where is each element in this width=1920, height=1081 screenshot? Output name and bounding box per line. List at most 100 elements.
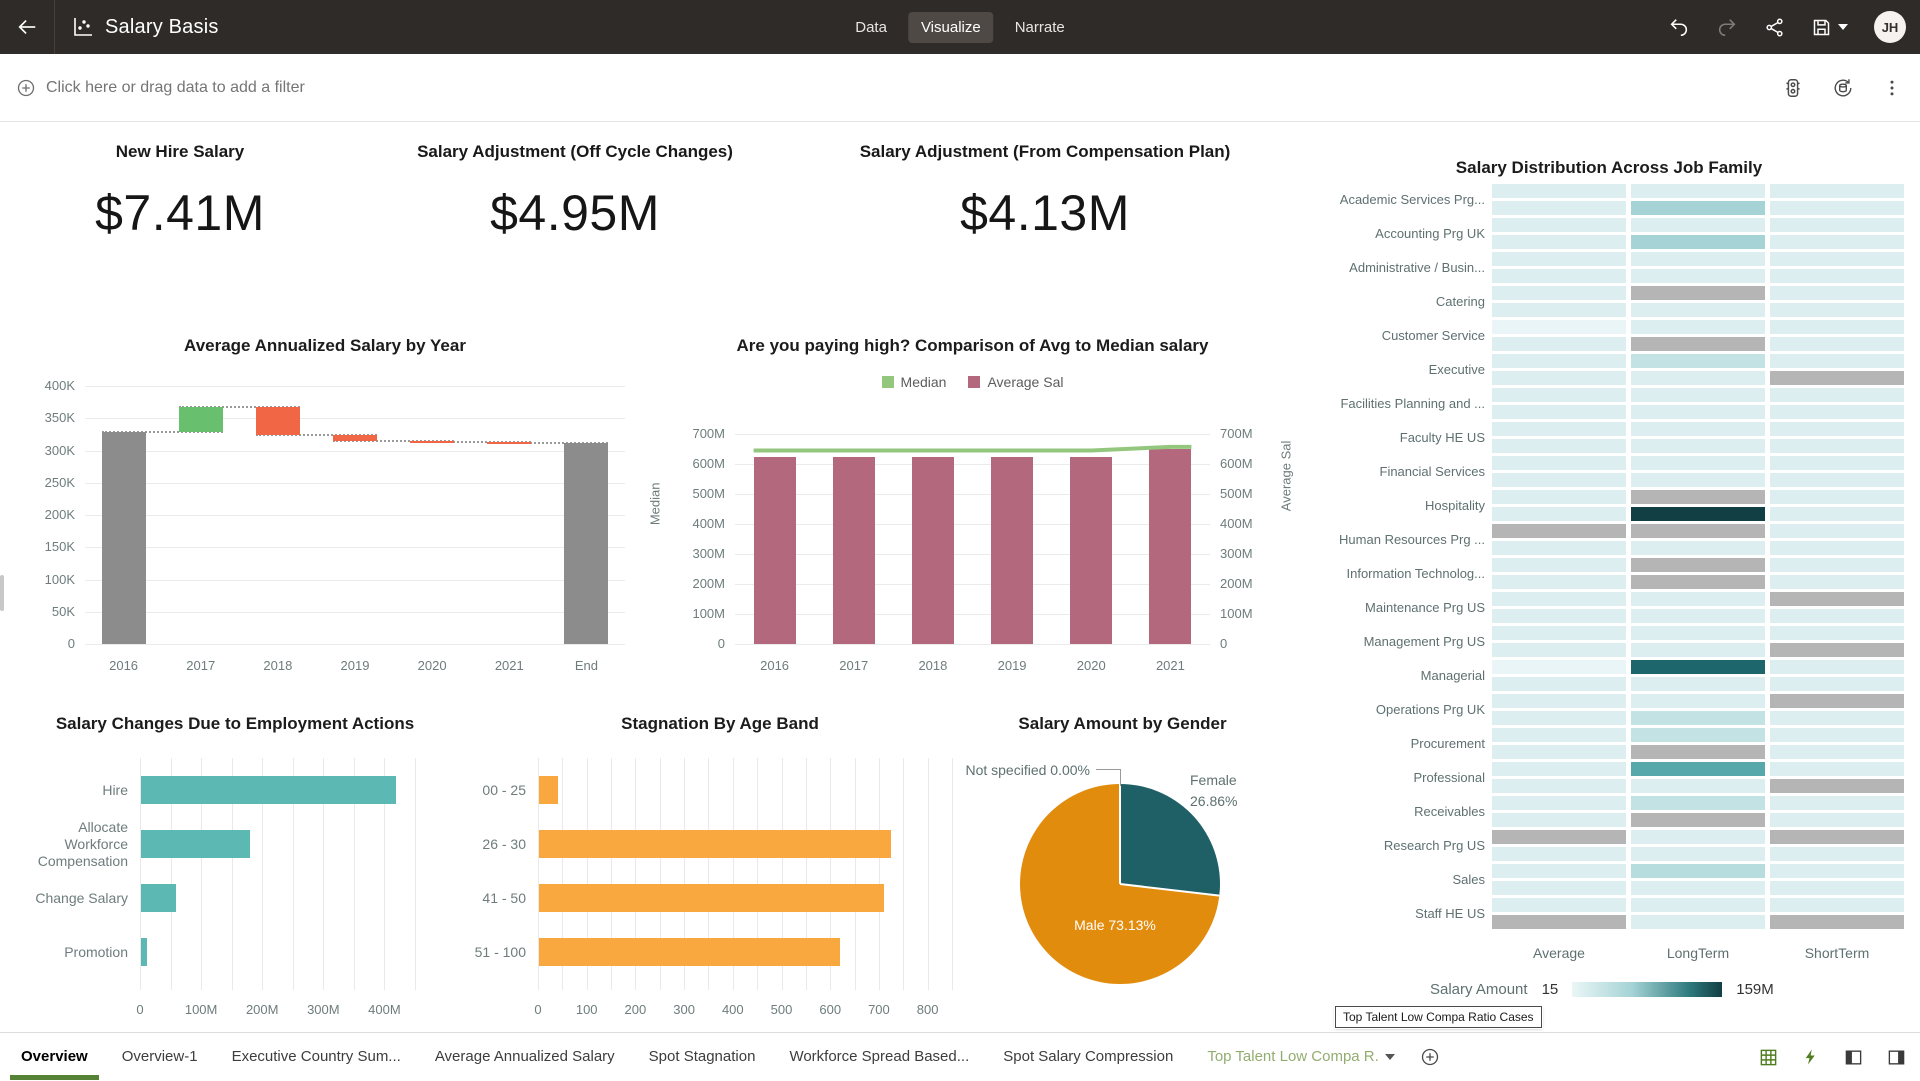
heatmap-cell[interactable] [1492,320,1626,334]
heatmap-cell[interactable] [1492,371,1626,385]
heatmap-cell[interactable] [1492,388,1626,402]
h-bar[interactable] [539,884,885,912]
heatmap-cell[interactable] [1631,490,1765,504]
heatmap-cell[interactable] [1631,354,1765,368]
bottom-tab-executive-country-sum[interactable]: Executive Country Sum... [215,1033,418,1080]
heatmap-cell[interactable] [1631,439,1765,453]
heatmap-cell[interactable] [1631,337,1765,351]
heatmap-cell[interactable] [1770,847,1904,861]
h-bar[interactable] [141,938,147,966]
heatmap-cell[interactable] [1770,677,1904,691]
heatmap-cell[interactable] [1492,881,1626,895]
heatmap-cell[interactable] [1770,371,1904,385]
waterfall-bar[interactable] [564,443,609,644]
heatmap-cell[interactable] [1631,915,1765,929]
heatmap-cell[interactable] [1492,864,1626,878]
heatmap-cell[interactable] [1631,830,1765,844]
heatmap-cell[interactable] [1492,762,1626,776]
h-bar[interactable] [539,938,841,966]
bottom-tab-overview-1[interactable]: Overview-1 [105,1033,215,1080]
combo-bar[interactable] [753,457,796,644]
heatmap-cell[interactable] [1631,235,1765,249]
heatmap-cell[interactable] [1492,847,1626,861]
heatmap-cell[interactable] [1492,439,1626,453]
combo-bar[interactable] [1149,449,1192,644]
heatmap-cell[interactable] [1770,286,1904,300]
tab-narrate[interactable]: Narrate [1014,18,1065,36]
heatmap-cell[interactable] [1492,779,1626,793]
heatmap-cell[interactable] [1631,677,1765,691]
heatmap-cell[interactable] [1492,643,1626,657]
heatmap-cell[interactable] [1770,252,1904,266]
heatmap-cell[interactable] [1770,626,1904,640]
heatmap-cell[interactable] [1770,558,1904,572]
heatmap-cell[interactable] [1631,201,1765,215]
heatmap-cell[interactable] [1492,813,1626,827]
heatmap-cell[interactable] [1492,490,1626,504]
legend-item-median[interactable]: Median [881,374,946,390]
combo-bar[interactable] [1070,457,1113,644]
waterfall-bar[interactable] [255,406,300,435]
heatmap-cell[interactable] [1631,847,1765,861]
heatmap-cell[interactable] [1631,762,1765,776]
heatmap-cell[interactable] [1770,201,1904,215]
heatmap-cell[interactable] [1631,405,1765,419]
heatmap-cell[interactable] [1770,235,1904,249]
save-button[interactable] [1811,17,1848,38]
heatmap-cell[interactable] [1492,677,1626,691]
layout-right-button[interactable] [1887,1048,1906,1067]
heatmap-cell[interactable] [1492,269,1626,283]
heatmap-cell[interactable] [1492,609,1626,623]
heatmap-cell[interactable] [1631,541,1765,555]
waterfall-bar[interactable] [178,406,223,433]
back-button[interactable] [0,0,54,54]
heatmap-cell[interactable] [1631,626,1765,640]
heatmap-cell[interactable] [1492,473,1626,487]
combo-bar[interactable] [911,457,954,644]
add-filter-button[interactable]: Click here or drag data to add a filter [16,78,305,98]
heatmap-cell[interactable] [1770,813,1904,827]
heatmap-cell[interactable] [1770,303,1904,317]
heatmap-cell[interactable] [1631,609,1765,623]
heatmap-cell[interactable] [1492,728,1626,742]
median-line[interactable] [735,434,1210,644]
heatmap-cell[interactable] [1492,830,1626,844]
heatmap-cell[interactable] [1492,235,1626,249]
heatmap-cell[interactable] [1770,575,1904,589]
heatmap-cell[interactable] [1631,898,1765,912]
heatmap-cell[interactable] [1631,218,1765,232]
heatmap-cell[interactable] [1770,728,1904,742]
heatmap-cell[interactable] [1631,796,1765,810]
undo-button[interactable] [1668,16,1690,38]
heatmap-cell[interactable] [1770,524,1904,538]
waterfall-bar[interactable] [101,432,146,644]
heatmap-cell[interactable] [1492,626,1626,640]
heatmap-cell[interactable] [1770,796,1904,810]
heatmap-cell[interactable] [1492,592,1626,606]
heatmap-cell[interactable] [1631,524,1765,538]
heatmap-cell[interactable] [1770,779,1904,793]
scroll-indicator[interactable] [0,575,4,611]
heatmap-cell[interactable] [1770,830,1904,844]
h-bar[interactable] [539,776,559,804]
heatmap-cell[interactable] [1770,711,1904,725]
heatmap-cell[interactable] [1492,575,1626,589]
heatmap-cell[interactable] [1631,507,1765,521]
heatmap-cell[interactable] [1492,252,1626,266]
heatmap-cell[interactable] [1492,354,1626,368]
heatmap-cell[interactable] [1631,269,1765,283]
heatmap-cell[interactable] [1631,745,1765,759]
heatmap-cell[interactable] [1770,422,1904,436]
heatmap-cell[interactable] [1631,558,1765,572]
heatmap-cell[interactable] [1770,592,1904,606]
heatmap-cell[interactable] [1770,473,1904,487]
waterfall-bar[interactable] [333,435,377,441]
add-canvas-button[interactable] [1420,1033,1440,1080]
bottom-tab-spot-stagnation[interactable]: Spot Stagnation [632,1033,773,1080]
layout-left-button[interactable] [1844,1048,1863,1067]
waterfall-bar[interactable] [410,440,455,443]
bottom-tab-top-talent-low-compa-r[interactable]: Top Talent Low Compa R. [1190,1033,1411,1080]
heatmap-cell[interactable] [1631,184,1765,198]
bottom-tab-average-annualized-salary[interactable]: Average Annualized Salary [418,1033,632,1080]
heatmap-cell[interactable] [1492,915,1626,929]
